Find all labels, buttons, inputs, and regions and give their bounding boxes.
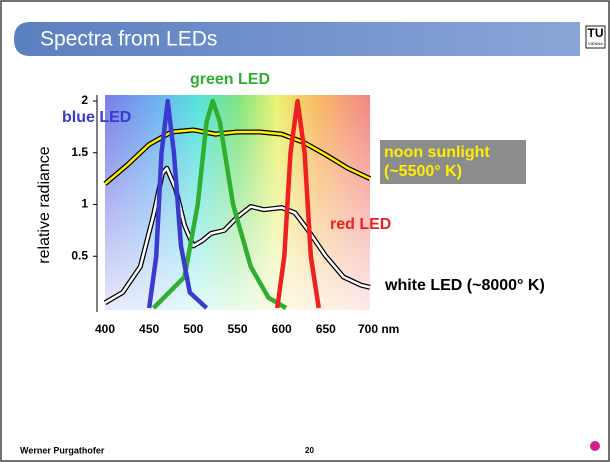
series-line	[104, 128, 371, 185]
splash-icon	[590, 441, 600, 451]
y-tick-label: 0.5	[71, 248, 88, 262]
x-tick-label: 650	[316, 322, 336, 336]
x-tick-label: 500	[183, 322, 203, 336]
y-axis-label: relative radiance	[36, 146, 53, 264]
y-tick-label: 2	[81, 93, 88, 107]
series-line	[275, 98, 321, 309]
x-tick-label: 600	[272, 322, 292, 336]
logo-sub: VIENNA	[588, 41, 603, 46]
y-tick-label: 1	[81, 197, 88, 211]
series-label: white LED (~8000° K)	[385, 277, 545, 294]
series-label: noon sunlight (~5500° K)	[380, 140, 526, 184]
series-line	[151, 98, 288, 310]
title-bar	[14, 22, 580, 56]
series-label: green LED	[190, 71, 271, 88]
spectrum-fade	[105, 95, 370, 310]
slide-title: Spectra from LEDs	[40, 28, 217, 51]
x-tick-label: 700 nm	[358, 322, 399, 336]
logo	[585, 25, 606, 49]
x-tick-label: 550	[227, 322, 247, 336]
x-tick-label: 450	[139, 322, 159, 336]
y-tick-label: 1.5	[71, 145, 88, 159]
x-tick-label: 400	[95, 322, 115, 336]
footer-author: Werner Purgathofer	[20, 445, 105, 455]
series-label: red LED	[330, 216, 392, 233]
series-label: blue LED	[62, 109, 132, 126]
footer-page: 20	[305, 446, 314, 455]
logo-text: TU	[588, 26, 604, 40]
series-line	[146, 98, 209, 310]
